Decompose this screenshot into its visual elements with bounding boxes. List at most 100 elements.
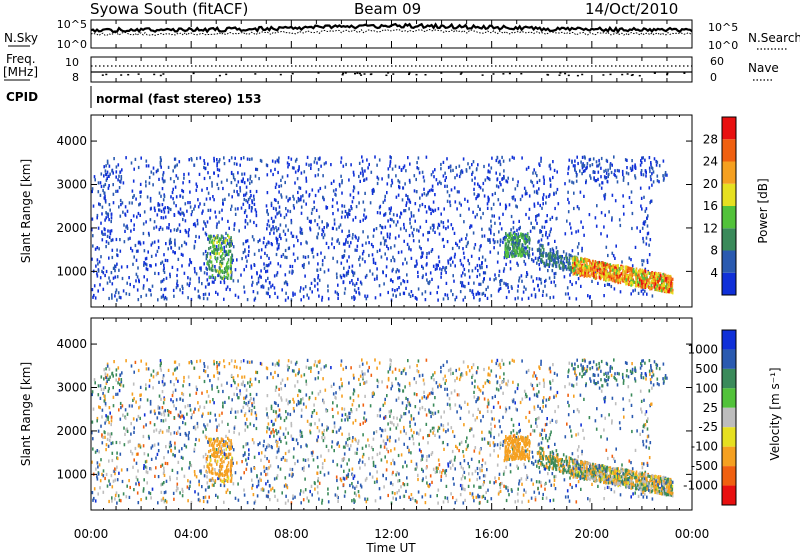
power-cell <box>352 189 355 193</box>
power-cell <box>385 274 387 278</box>
velocity-cell <box>514 500 517 504</box>
power-cell <box>480 216 482 220</box>
power-cell <box>548 193 551 197</box>
power-cell <box>96 274 99 278</box>
power-cell <box>181 244 183 248</box>
velocity-cell <box>437 429 439 433</box>
power-cell <box>629 267 632 271</box>
power-cell <box>591 267 594 271</box>
power-cell <box>232 173 235 177</box>
power-cell <box>528 241 531 245</box>
velocity-cell <box>477 366 479 370</box>
power-cell <box>431 184 434 188</box>
power-cell <box>642 278 645 282</box>
power-cell <box>162 171 165 175</box>
power-cell <box>417 270 419 274</box>
power-cell <box>396 213 398 217</box>
power-cell <box>572 181 575 185</box>
power-cell <box>627 172 630 176</box>
power-cell <box>596 164 598 168</box>
power-cell <box>101 230 103 234</box>
power-cell <box>664 173 666 177</box>
power-cell <box>114 294 116 298</box>
velocity-cell <box>508 361 511 365</box>
velocity-cell <box>468 472 470 476</box>
power-cell <box>300 242 302 246</box>
power-cell <box>368 241 370 245</box>
power-cell <box>158 203 161 207</box>
power-cell <box>187 276 189 280</box>
power-cell <box>639 268 641 272</box>
power-cell <box>172 187 174 191</box>
power-cell <box>216 240 218 244</box>
power-cell <box>425 219 428 223</box>
power-cell <box>339 223 342 227</box>
power-cell <box>362 200 365 204</box>
power-cell <box>485 287 487 292</box>
velocity-cell <box>214 413 216 417</box>
power-cell <box>444 293 446 297</box>
power-cell <box>418 239 420 243</box>
power-cell <box>631 211 634 216</box>
power-cell <box>389 159 392 164</box>
power-cell <box>627 278 629 282</box>
velocity-cell <box>468 478 471 482</box>
power-cell <box>188 180 191 184</box>
power-cell <box>213 236 216 241</box>
freq-dropout <box>225 73 228 76</box>
power-cell <box>247 253 250 257</box>
power-cell <box>104 194 106 198</box>
power-cell <box>344 209 347 214</box>
power-cell <box>230 181 233 185</box>
velocity-cell <box>188 383 191 387</box>
velocity-cell <box>152 386 154 390</box>
power-cell <box>478 193 480 197</box>
velocity-cell <box>91 390 94 394</box>
power-cell <box>308 163 310 167</box>
velocity-cell <box>181 414 183 418</box>
velocity-cell <box>133 430 135 434</box>
power-cell <box>326 225 328 229</box>
power-cell <box>503 169 505 173</box>
power-cell <box>478 273 481 277</box>
power-cell <box>170 246 173 250</box>
power-cell <box>361 243 364 247</box>
velocity-cell <box>177 413 180 417</box>
power-cell <box>626 275 628 279</box>
power-cell <box>462 298 465 302</box>
power-cell <box>434 168 436 172</box>
power-cell <box>374 261 377 265</box>
velocity-cell <box>284 451 287 456</box>
power-cell <box>495 158 498 163</box>
power-cell <box>525 167 528 171</box>
power-cell <box>135 272 138 276</box>
power-cell <box>137 165 140 170</box>
power-cell <box>334 290 337 294</box>
velocity-cell <box>335 430 338 434</box>
power-cell <box>556 187 559 192</box>
velocity-cell <box>157 449 160 453</box>
power-cell <box>549 296 551 300</box>
velocity-cell <box>367 369 369 373</box>
power-cell <box>214 252 217 256</box>
power-cell <box>188 158 190 162</box>
velocity-cell <box>139 405 141 409</box>
power-cell <box>571 282 573 286</box>
power-cell <box>642 287 644 292</box>
velocity-cell <box>291 467 294 472</box>
power-cell <box>568 256 571 260</box>
power-cell <box>220 249 222 253</box>
power-cell <box>605 271 607 275</box>
power-cell <box>486 296 489 300</box>
power-cell <box>287 165 289 169</box>
power-cell <box>595 263 598 267</box>
power-cell <box>489 277 491 281</box>
power-cell <box>316 161 318 165</box>
power-cell <box>332 226 334 231</box>
velocity-cell <box>316 455 319 460</box>
velocity-cell <box>388 439 391 443</box>
power-cell <box>185 230 187 234</box>
power-cell <box>376 249 379 254</box>
velocity-cell <box>268 466 270 470</box>
power-cell <box>107 229 109 233</box>
